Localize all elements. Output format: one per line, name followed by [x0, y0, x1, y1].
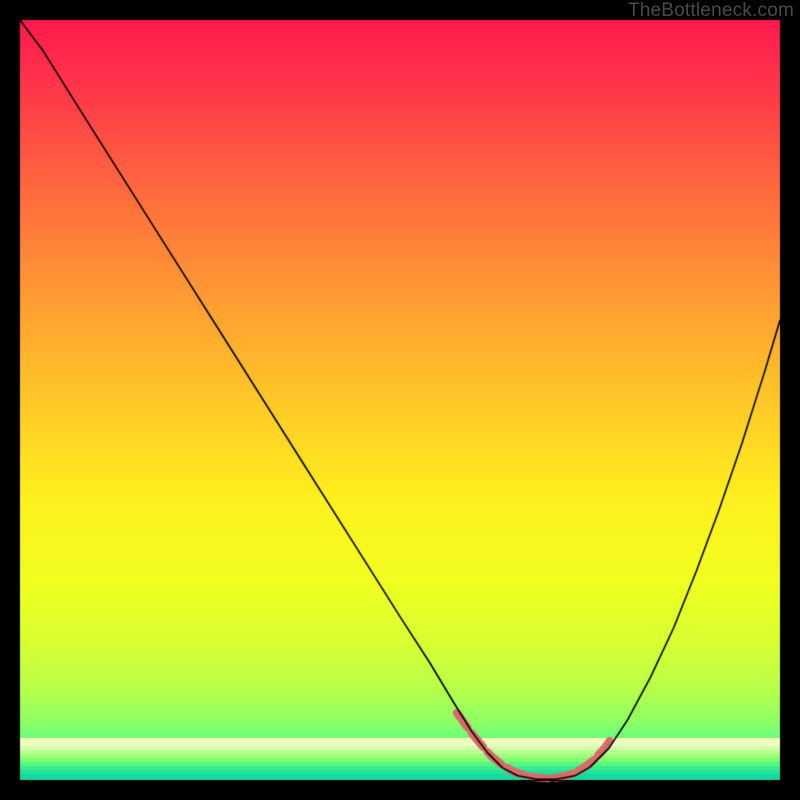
bottleneck-curve-chart	[0, 0, 800, 800]
watermark-text: TheBottleneck.com	[628, 0, 794, 22]
chart-stage: TheBottleneck.com	[0, 0, 800, 800]
